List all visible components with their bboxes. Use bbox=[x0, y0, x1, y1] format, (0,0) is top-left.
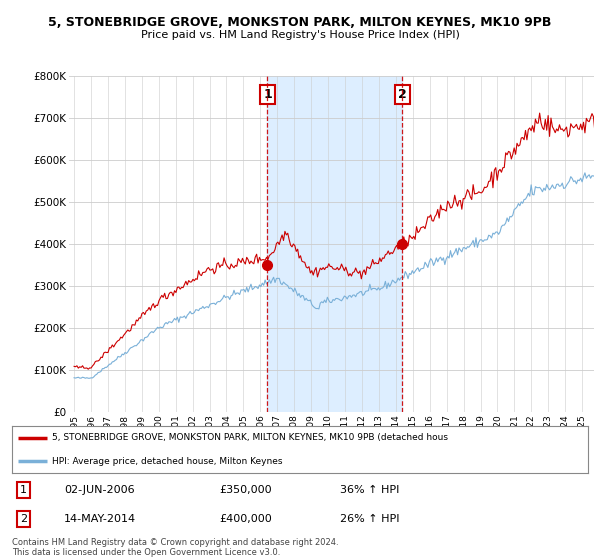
Text: 5, STONEBRIDGE GROVE, MONKSTON PARK, MILTON KEYNES, MK10 9PB (detached hous: 5, STONEBRIDGE GROVE, MONKSTON PARK, MIL… bbox=[52, 433, 448, 442]
Text: 14-MAY-2014: 14-MAY-2014 bbox=[64, 514, 136, 524]
Text: 26% ↑ HPI: 26% ↑ HPI bbox=[340, 514, 400, 524]
Text: Price paid vs. HM Land Registry's House Price Index (HPI): Price paid vs. HM Land Registry's House … bbox=[140, 30, 460, 40]
Text: HPI: Average price, detached house, Milton Keynes: HPI: Average price, detached house, Milt… bbox=[52, 457, 283, 466]
Text: 1: 1 bbox=[263, 88, 272, 101]
Text: 02-JUN-2006: 02-JUN-2006 bbox=[64, 485, 134, 495]
Text: £350,000: £350,000 bbox=[220, 485, 272, 495]
Text: Contains HM Land Registry data © Crown copyright and database right 2024.
This d: Contains HM Land Registry data © Crown c… bbox=[12, 538, 338, 557]
Text: £400,000: £400,000 bbox=[220, 514, 272, 524]
Text: 1: 1 bbox=[20, 485, 27, 495]
Text: 2: 2 bbox=[398, 88, 406, 101]
Text: 5, STONEBRIDGE GROVE, MONKSTON PARK, MILTON KEYNES, MK10 9PB: 5, STONEBRIDGE GROVE, MONKSTON PARK, MIL… bbox=[49, 16, 551, 29]
Text: 2: 2 bbox=[20, 514, 27, 524]
Text: 36% ↑ HPI: 36% ↑ HPI bbox=[340, 485, 400, 495]
Bar bbox=[268, 76, 402, 412]
